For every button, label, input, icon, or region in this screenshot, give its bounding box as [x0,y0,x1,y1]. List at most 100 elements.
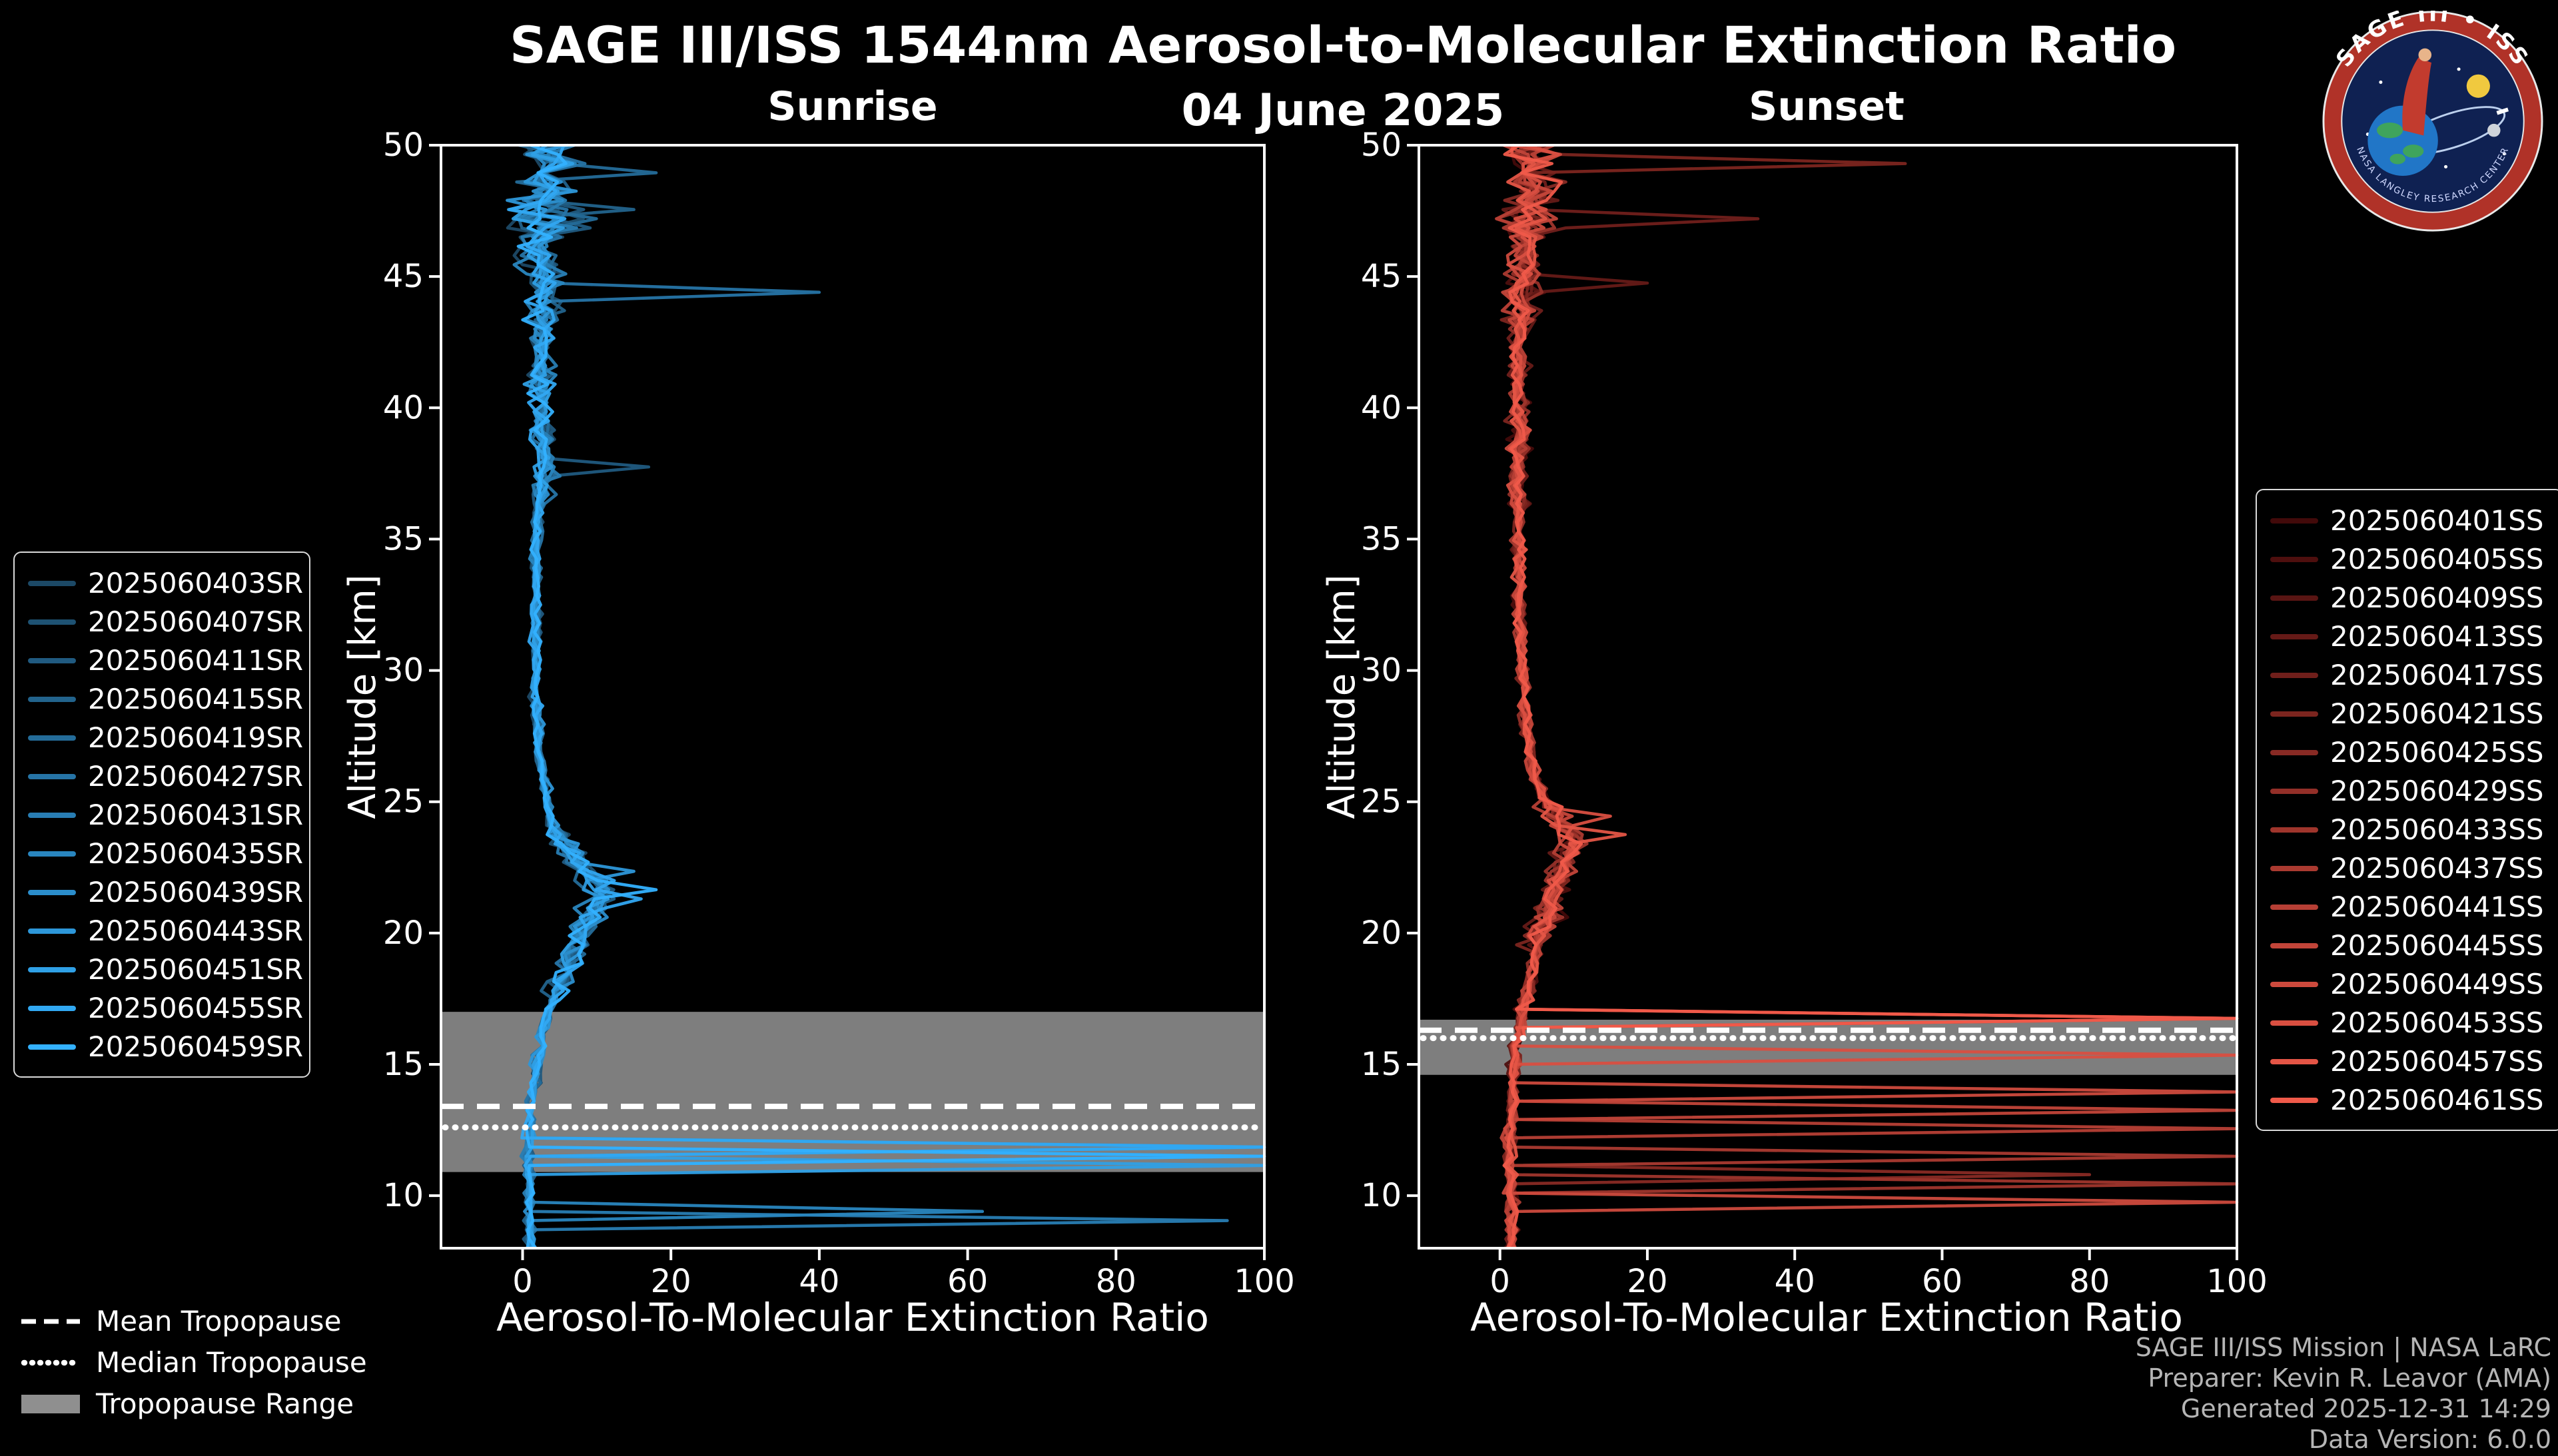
legend-item: 2025060427SR [28,757,303,795]
y-tick-label: 10 [1361,1177,1402,1214]
legend-label: 2025060455SR [88,992,304,1024]
legend-item: 2025060437SS [2270,849,2546,887]
legend-item: 2025060431SR [28,795,303,834]
y-tick-label: 20 [383,914,424,952]
legend-swatch [28,619,76,624]
legend-item: 2025060419SR [28,718,303,757]
legend-item: 2025060405SS [2270,540,2546,578]
legend-swatch [2270,1097,2318,1102]
dashed-line-swatch [21,1318,80,1323]
legend-label: 2025060425SS [2330,736,2544,768]
legend-swatch [2270,865,2318,871]
legend-item: 2025060401SS [2270,501,2546,540]
gray-patch-swatch [21,1394,80,1413]
legend-item: 2025060421SS [2270,694,2546,733]
panel-sunset: 0 20 40 60 80 100 10 15 20 25 30 35 40 45 50 [1361,127,2268,1300]
y-tick-label: 20 [1361,914,1402,952]
legend-item: 2025060441SS [2270,887,2546,926]
y-tick-label: 25 [1361,783,1402,821]
tropopause-legend: Mean Tropopause Median Tropopause Tropop… [19,1300,367,1424]
legend-swatch [28,580,76,585]
logo-inner-disc [2342,30,2524,212]
legend-item: 2025060453SS [2270,1003,2546,1042]
sage-iss-logo: SAGE III • ISS NASA LANGLEY RESEARCH CEN… [2322,11,2543,232]
legend-label: 2025060417SS [2330,659,2544,691]
legend-swatch [2270,788,2318,793]
legend-swatch [2270,672,2318,677]
x-tick-label: 0 [1490,1263,1510,1300]
legend-swatch [2270,827,2318,832]
axes-frame [440,144,1266,1250]
legend-swatch [2270,518,2318,523]
legend-item: 2025060451SR [28,950,303,988]
legend-label: Median Tropopause [96,1346,367,1378]
x-tick-label: 20 [1627,1263,1667,1300]
legend-item: 2025060415SR [28,679,303,718]
y-tick-label: 30 [383,652,424,689]
legend-item: 2025060413SS [2270,617,2546,655]
legend-label: 2025060443SR [88,914,304,946]
x-tick-label: 40 [1775,1263,1815,1300]
panel-title-sunset: Sunset [1749,84,1905,131]
legend-label: 2025060439SR [88,876,304,908]
y-axis-label-sunset: Altitude [km] [1320,574,1364,819]
legend-item-tropopause-range: Tropopause Range [19,1383,367,1424]
legend-item: 2025060459SR [28,1027,303,1066]
legend-label: 2025060405SS [2330,543,2544,575]
legend-label: 2025060451SR [88,953,304,985]
legend-label: Mean Tropopause [96,1305,342,1337]
x-tick-label: 80 [2069,1263,2110,1300]
legend-label: 2025060453SS [2330,1006,2544,1038]
y-tick-label: 50 [383,127,424,164]
legend-item: 2025060417SS [2270,655,2546,694]
x-tick-label: 0 [512,1263,533,1300]
y-tick-label: 35 [1361,520,1402,557]
legend-item-mean-tropopause: Mean Tropopause [19,1300,367,1341]
legend-item: 2025060439SR [28,873,303,911]
legend-item: 2025060429SS [2270,771,2546,810]
x-axis-label-sunrise: Aerosol-To-Molecular Extinction Ratio [496,1295,1209,1340]
legend-item-median-tropopause: Median Tropopause [19,1341,367,1383]
legend-swatch [2270,595,2318,600]
legend-swatch [2270,711,2318,716]
legend-label: 2025060415SR [88,683,304,715]
legend-swatch [28,1005,76,1010]
legend-swatch [28,812,76,817]
panel-sunrise: 0 20 40 60 80 100 10 15 20 25 30 35 40 45 50 [383,127,1295,1300]
legend-label: 2025060411SR [88,644,304,676]
footer-preparer: Preparer: Kevin R. Leavor (AMA) [2148,1364,2551,1393]
legend-label: 2025060431SR [88,799,304,831]
y-tick-label: 15 [383,1046,424,1083]
legend-label: 2025060461SS [2330,1084,2544,1116]
legend-item: 2025060435SR [28,834,303,873]
legend-item: 2025060403SR [28,563,303,602]
legend-swatch [2270,904,2318,909]
legend-item: 2025060457SS [2270,1042,2546,1080]
legend-item: 2025060449SS [2270,964,2546,1003]
legend-swatch [2270,942,2318,948]
legend-swatch [2270,749,2318,755]
x-tick-label: 60 [1922,1263,1962,1300]
y-tick-label: 35 [383,520,424,557]
legend-swatch [28,928,76,933]
legend-swatch [2270,981,2318,986]
x-tick-label: 100 [1234,1263,1295,1300]
legend-swatch [28,696,76,701]
legend-item: 2025060443SR [28,911,303,950]
legend-item: 2025060461SS [2270,1080,2546,1119]
legend-item: 2025060445SS [2270,926,2546,964]
legend-label: 2025060409SS [2330,581,2544,613]
legend-item: 2025060409SS [2270,578,2546,617]
footer-data-version: Data Version: 6.0.0 [2308,1425,2551,1455]
legend-swatch [28,966,76,972]
legend-label: 2025060449SS [2330,968,2544,1000]
y-tick-label: 15 [1361,1046,1402,1083]
legend-label: 2025060437SS [2330,852,2544,884]
x-tick-label: 20 [651,1263,691,1300]
y-tick-label: 45 [383,258,424,295]
profile-line-2025060461SS [1502,144,2239,1250]
legend-swatch [28,773,76,779]
legend-swatch [28,851,76,856]
x-axis-label-sunset: Aerosol-To-Molecular Extinction Ratio [1470,1295,2183,1340]
